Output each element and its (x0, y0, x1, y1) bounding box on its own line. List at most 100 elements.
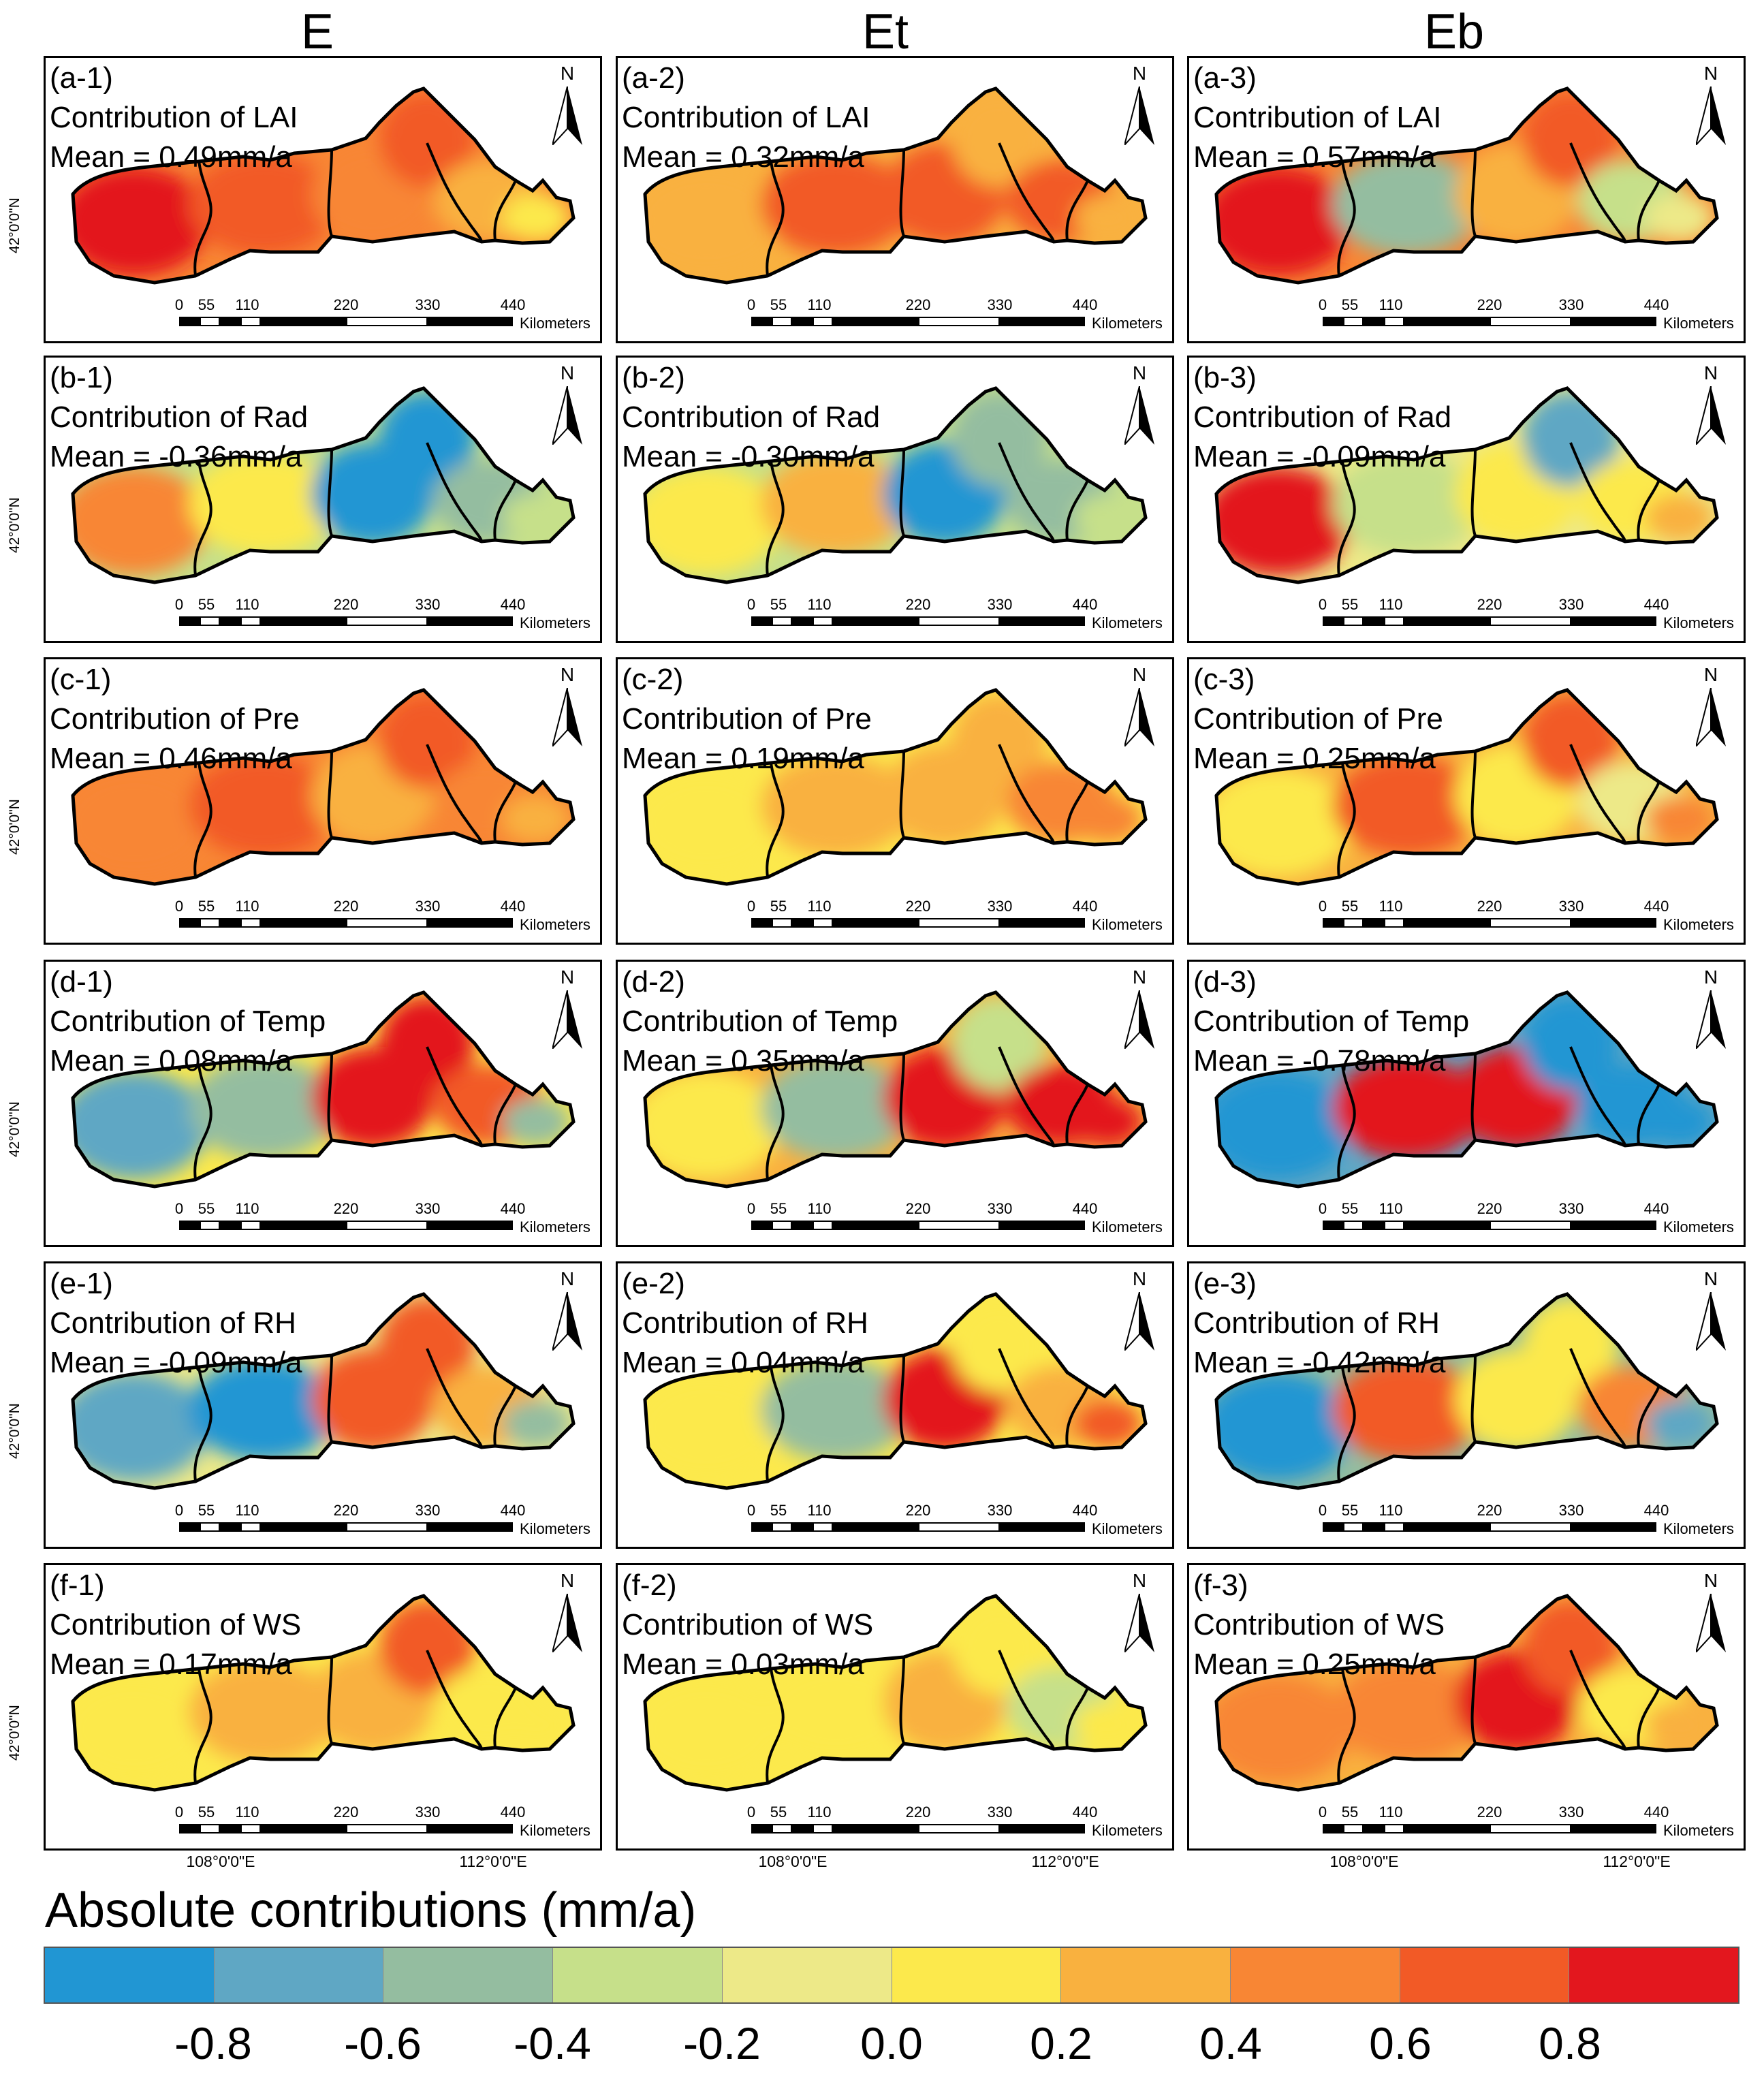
scale-tick: 55 (198, 898, 215, 915)
map-panel-rh-e: (e-1) Contribution of RH Mean = -0.09mm/a N… (44, 1261, 602, 1549)
scale-tick: 110 (807, 1200, 832, 1217)
north-letter: N (1132, 1268, 1147, 1289)
scale-tick: 110 (235, 1200, 259, 1217)
scale-unit: Kilometers (1092, 916, 1163, 933)
scale-tick: 110 (1379, 296, 1403, 313)
scale-unit: Kilometers (1092, 1520, 1163, 1537)
scale-segment (428, 616, 513, 626)
scale-segment (1343, 317, 1364, 326)
scale-unit: Kilometers (1663, 1218, 1734, 1236)
scale-segment (1364, 918, 1384, 928)
scale-bar: 0 55 110 220 330 440 Kilometers (175, 1804, 595, 1844)
north-arrow: N (1122, 967, 1157, 1056)
longitude-label: 108°0'0"E (758, 1853, 828, 1870)
scale-segment (1364, 1522, 1384, 1532)
scale-segment (1490, 317, 1571, 326)
region-zone (1645, 796, 1714, 843)
latitude-label: 42°0'0"N (7, 198, 22, 253)
north-arrow: N (1693, 1269, 1729, 1357)
scale-bar: 0 55 110 220 330 440 Kilometers (175, 296, 595, 337)
scale-segment (261, 1824, 346, 1834)
north-letter: N (1703, 362, 1718, 383)
north-arrow: N (1693, 665, 1729, 753)
region-outline (643, 1292, 1148, 1490)
scale-segment (261, 317, 346, 326)
scale-segment (792, 317, 813, 326)
subregion-border (493, 479, 517, 541)
subregion-border (1470, 1053, 1477, 1141)
scale-tick: 440 (500, 296, 526, 313)
scale-segment (240, 616, 261, 626)
panel-title: Contribution of RH (622, 1306, 868, 1340)
scale-tick: 440 (1072, 1502, 1098, 1519)
panel-label: (f-3) (1193, 1569, 1248, 1602)
scale-tick: 0 (746, 596, 756, 613)
scale-tick: 110 (235, 1502, 259, 1519)
north-arrow-icon (552, 1594, 582, 1652)
scale-tick: 330 (987, 596, 1013, 613)
scale-bar: 0 55 110 220 330 440 Kilometers (747, 898, 1167, 939)
latitude-label: 42°0'0"N (7, 799, 22, 855)
subregion-border (493, 180, 517, 241)
scale-segment (1000, 616, 1085, 626)
subregion-border (766, 1668, 785, 1784)
panel-title: Contribution of WS (50, 1608, 302, 1641)
scale-unit: Kilometers (1092, 1822, 1163, 1839)
subregion-border (327, 751, 333, 838)
scale-tick: 55 (1341, 1200, 1359, 1217)
scale-segment (813, 1221, 833, 1230)
north-letter: N (1132, 362, 1147, 383)
north-letter: N (1132, 664, 1147, 685)
scale-segment (918, 1221, 1000, 1230)
region-outline (1214, 1292, 1719, 1490)
subregion-border (1337, 460, 1356, 576)
region-zone (645, 768, 781, 877)
region-zone (189, 1057, 338, 1159)
region-zone (73, 768, 209, 877)
panel-label: (a-1) (50, 61, 113, 95)
region-zone (761, 1057, 911, 1159)
scale-segment (346, 616, 428, 626)
legend-tick-label: -0.8 (174, 2018, 252, 2068)
panel-title: Contribution of Temp (1193, 1005, 1470, 1038)
scale-segment (1490, 1824, 1571, 1834)
subregion-border (493, 781, 517, 843)
region-map (643, 688, 1148, 886)
scale-segment (428, 1824, 513, 1834)
scale-tick: 220 (1477, 596, 1502, 613)
north-arrow-icon (1124, 386, 1154, 445)
subregion-border (1569, 142, 1626, 242)
scale-segment (220, 1824, 240, 1834)
north-letter: N (1703, 63, 1718, 84)
scale-tick: 220 (905, 1200, 931, 1217)
scale-tick: 440 (1643, 596, 1669, 613)
panel-title: Contribution of Pre (622, 702, 872, 736)
panel-title: Contribution of Rad (1193, 400, 1452, 434)
scale-segment (833, 1824, 918, 1834)
scale-segment (346, 918, 428, 928)
scale-segment (220, 616, 240, 626)
region-zone (645, 167, 781, 276)
north-arrow-icon (1124, 990, 1154, 1049)
scale-tick: 330 (415, 296, 441, 313)
legend-swatch (1569, 1948, 1739, 2002)
scale-segment (200, 918, 220, 928)
map-panel-rad-et: (b-2) Contribution of Rad Mean = -0.30mm/a… (616, 356, 1174, 643)
north-letter: N (560, 63, 575, 84)
subregion-border (193, 1065, 212, 1180)
panel-title: Contribution of WS (622, 1608, 874, 1641)
scale-bar: 0 55 110 220 330 440 Kilometers (747, 1804, 1167, 1844)
region-zone (189, 153, 338, 255)
scale-segment (813, 616, 833, 626)
legend-swatch (214, 1948, 384, 2002)
subregion-border (1569, 744, 1626, 844)
north-arrow-icon (1696, 86, 1726, 145)
north-arrow-icon (1696, 1594, 1726, 1652)
scale-tick: 440 (1643, 1200, 1669, 1217)
panel-title: Contribution of LAI (50, 101, 298, 134)
scale-tick: 110 (807, 1804, 832, 1821)
north-arrow-icon (1696, 688, 1726, 746)
north-letter: N (1703, 966, 1718, 988)
region-zone (1332, 153, 1482, 255)
scale-tick: 440 (500, 1502, 526, 1519)
